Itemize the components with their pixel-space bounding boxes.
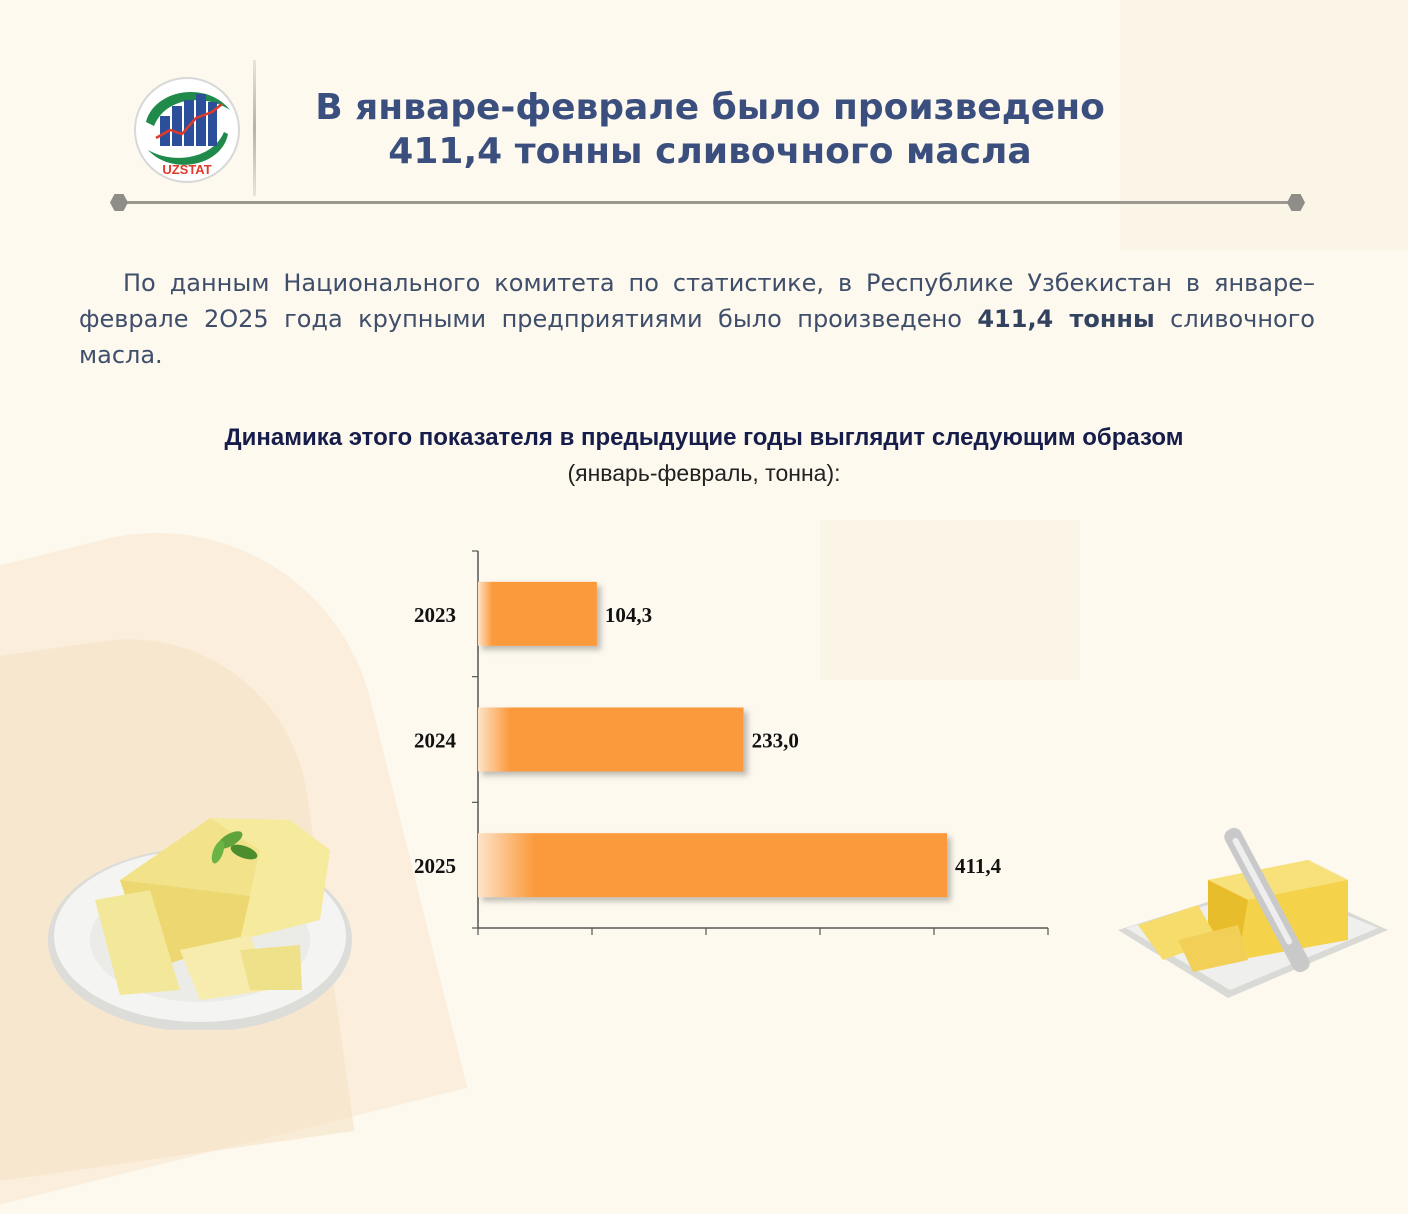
bar-chart: 2023 104,3 2024 233,0 2025 411,4 bbox=[414, 550, 1049, 935]
value-label-2025: 411,4 bbox=[955, 854, 1002, 878]
logo-text: UZSTAT bbox=[162, 162, 211, 177]
title-line-1: В январе-феврале было произведено bbox=[315, 87, 1105, 128]
category-label-2023: 2023 bbox=[414, 603, 456, 627]
category-label-2024: 2024 bbox=[414, 729, 457, 753]
background-block bbox=[820, 520, 1080, 680]
header-rule bbox=[118, 201, 1296, 204]
intro-text-end: сливочного масла. bbox=[79, 305, 1315, 369]
background-block bbox=[1120, 0, 1408, 250]
intro-text: По данным Национального комитета по стат… bbox=[79, 269, 1315, 333]
chart-subheading: (январь-февраль, тонна): bbox=[567, 460, 841, 486]
rule-end-right bbox=[1287, 194, 1305, 211]
rule-end-left bbox=[110, 194, 128, 211]
chart-heading: Динамика этого показателя в предыдущие г… bbox=[224, 424, 1184, 451]
bar-2025 bbox=[478, 833, 947, 898]
value-label-2024: 233,0 bbox=[752, 729, 799, 753]
butter-plate-image bbox=[48, 818, 352, 1030]
intro-paragraph: По данным Национального комитета по стат… bbox=[79, 265, 1315, 373]
value-label-2023: 104,3 bbox=[605, 603, 652, 627]
title-line-2: 411,4 тонны сливочного масла bbox=[388, 131, 1032, 172]
intro-highlight: 411,4 тонны bbox=[977, 305, 1155, 333]
butter-dish-image bbox=[1118, 827, 1388, 998]
uzstat-logo: UZSTAT bbox=[134, 77, 240, 183]
bar-2023 bbox=[478, 581, 597, 646]
header-divider bbox=[253, 60, 256, 196]
page-title: В январе-феврале было произведено 411,4 … bbox=[280, 86, 1140, 174]
bar-2024 bbox=[478, 707, 744, 772]
category-label-2025: 2025 bbox=[414, 854, 456, 878]
